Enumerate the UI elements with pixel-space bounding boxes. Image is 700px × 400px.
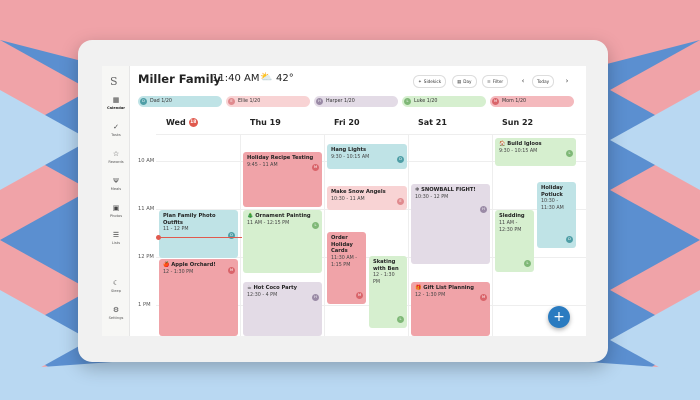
event-holiday-recipe-testing[interactable]: Holiday Recipe Testing 9:45 - 11 AM M [243, 152, 322, 207]
nav-item-tasks[interactable]: ✓ Tasks [102, 123, 130, 145]
hour-label: 11 AM [138, 206, 155, 212]
person-chip-luke[interactable]: L Luke 1/20 [402, 96, 486, 107]
photo-icon: ▣ [112, 204, 120, 212]
event-sledding[interactable]: Sledding 11 AM - 12:30 PM L [495, 210, 534, 272]
event-holiday-potluck[interactable]: Holiday Potluck 10:30 - 11:30 AM D [537, 182, 576, 248]
person-chip-harper[interactable]: H Harper 1/20 [314, 96, 398, 107]
grid-line [240, 134, 241, 336]
sidekick-button[interactable]: ✦ Sidekick [413, 75, 447, 88]
filter-icon: ≡ [487, 80, 491, 85]
nav-item-sleep[interactable]: ☾ Sleep [102, 279, 130, 301]
nav-item-photos[interactable]: ▣ Photos [102, 204, 130, 226]
temperature: 42° [276, 73, 294, 84]
next-arrow[interactable]: › [565, 77, 569, 85]
today-badge: 18 [188, 118, 198, 127]
star-icon: ☆ [112, 150, 120, 158]
event-snowball-fight[interactable]: ❄ SNOWBALL FIGHT! 10:30 - 12 PM H [411, 184, 490, 264]
nav-item-settings[interactable]: ⚙ Settings [102, 306, 130, 328]
avatar: D [397, 156, 404, 163]
avatar: E [397, 198, 404, 205]
avatar: E [228, 98, 235, 105]
gear-icon: ⚙ [112, 306, 120, 314]
today-button[interactable]: Today [532, 75, 555, 88]
hour-label: 10 AM [138, 158, 155, 164]
avatar: H [312, 294, 319, 301]
nav-item-calendar[interactable]: ▦ Calendar [102, 96, 130, 118]
event-gift-list-planning[interactable]: 🎁 Gift List Planning 12 - 1:30 PM M [411, 282, 490, 336]
calendar-small-icon: ▦ [457, 80, 462, 85]
day-view-button[interactable]: ▦ Day [452, 75, 477, 88]
day-header-fri: Fri 20 [334, 118, 360, 127]
avatar: L [566, 150, 573, 157]
avatar: L [404, 98, 411, 105]
event-skating-with-ben[interactable]: Skating with Ben 12 - 1:30 PM L [369, 256, 407, 328]
day-header-thu: Thu 19 [250, 118, 281, 127]
fork-icon: Ψ [113, 177, 119, 185]
avatar: M [312, 164, 319, 171]
event-order-holiday-cards[interactable]: Order Holiday Cards 11:30 AM - 1:15 PM M [327, 232, 366, 304]
avatar: H [316, 98, 323, 105]
calendar-icon: ▦ [112, 96, 120, 104]
current-time-line [158, 237, 242, 238]
day-header-wed: Wed 18 [166, 118, 198, 127]
nav-item-meals[interactable]: Ψ Meals [102, 177, 130, 199]
header: Miller Family 11:40 AM ⛅ 42° ✦ Sidekick ▦… [130, 66, 586, 94]
nav-item-lists[interactable]: ☰ Lists [102, 231, 130, 253]
avatar: D [566, 236, 573, 243]
event-make-snow-angels[interactable]: Make Snow Angels 10:30 - 11 AM E [327, 186, 407, 210]
event-plan-family-photo-outfits[interactable]: Plan Family Photo Outfits 11 - 12 PM D [159, 210, 238, 258]
person-chip-ellie[interactable]: E Ellie 1/20 [226, 96, 310, 107]
event-apple-orchard[interactable]: 🍎 Apple Orchard! 12 - 1:30 PM M [159, 259, 238, 336]
hour-label: 12 PM [138, 254, 154, 260]
avatar: M [228, 267, 235, 274]
calendar-grid: Wed 18 Thu 19 Fri 20 Sat 21 Sun 22 10 AM … [130, 110, 586, 336]
nav-rail: S ▦ Calendar ✓ Tasks ☆ Rewards Ψ Meals ▣… [102, 66, 130, 336]
avatar: M [492, 98, 499, 105]
avatar: L [524, 260, 531, 267]
grid-line [492, 134, 493, 336]
event-hang-lights[interactable]: Hang Lights 9:30 - 10:15 AM D [327, 144, 407, 169]
grid-line [408, 134, 409, 336]
hour-label: 1 PM [138, 302, 151, 308]
avatar: D [228, 232, 235, 239]
grid-line [156, 134, 586, 135]
check-icon: ✓ [113, 123, 119, 131]
prev-arrow[interactable]: ‹ [521, 77, 525, 85]
person-chip-mom[interactable]: M Mom 1/20 [490, 96, 574, 107]
avatar: L [312, 222, 319, 229]
day-header-sun: Sun 22 [502, 118, 534, 127]
current-time: 11:40 AM [212, 73, 260, 84]
day-header-sat: Sat 21 [418, 118, 447, 127]
moon-icon: ☾ [112, 279, 120, 287]
family-name: Miller Family [138, 72, 222, 86]
calendar-screen: S ▦ Calendar ✓ Tasks ☆ Rewards Ψ Meals ▣… [102, 66, 586, 336]
sparkle-icon: ✦ [418, 80, 422, 85]
people-filter-bar: D Dad 1/20 E Ellie 1/20 H Harper 1/20 L … [130, 94, 586, 110]
app-logo: S [110, 75, 118, 88]
avatar: M [356, 292, 363, 299]
grid-line [324, 134, 325, 336]
filter-button[interactable]: ≡ Filter [482, 75, 509, 88]
avatar: M [480, 294, 487, 301]
avatar: H [480, 206, 487, 213]
event-ornament-painting[interactable]: 🎄 Ornament Painting 11 AM - 12:15 PM L [243, 210, 322, 273]
avatar: D [140, 98, 147, 105]
person-chip-dad[interactable]: D Dad 1/20 [138, 96, 222, 107]
list-icon: ☰ [112, 231, 120, 239]
event-hot-coco-party[interactable]: ☕ Hot Coco Party 12:30 - 4 PM H [243, 282, 322, 336]
add-event-button[interactable]: + [548, 306, 570, 328]
partly-cloudy-icon: ⛅ [260, 72, 273, 83]
current-time-dot [156, 235, 161, 240]
avatar: L [397, 316, 404, 323]
event-build-igloos[interactable]: 🏠 Build Igloos 9:30 - 10:15 AM L [495, 138, 576, 166]
nav-item-rewards[interactable]: ☆ Rewards [102, 150, 130, 172]
